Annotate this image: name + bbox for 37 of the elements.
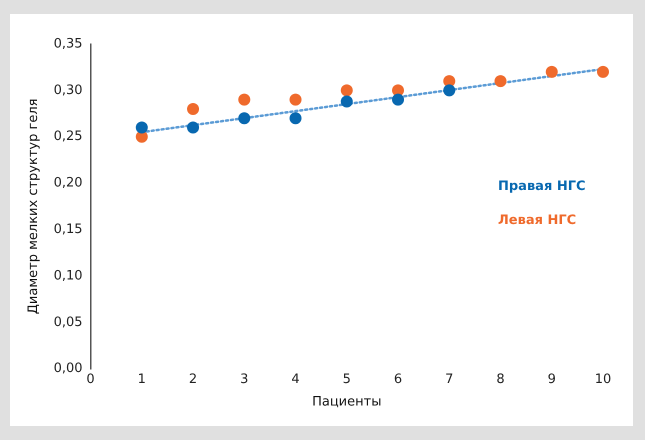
x-axis-title: Пациенты [312, 394, 382, 410]
point [238, 112, 250, 124]
point [136, 122, 148, 134]
point [597, 66, 609, 78]
y-tick-label: 0,10 [54, 268, 83, 284]
x-tick-label: 4 [291, 372, 300, 387]
point [494, 75, 507, 88]
y-tick-label: 0,35 [54, 36, 83, 52]
x-tick-label: 0 [86, 372, 95, 387]
y-tick-label: 0,30 [54, 82, 83, 98]
point [340, 84, 353, 96]
x-tick-label: 3 [240, 372, 248, 387]
x-tick-label: 5 [342, 372, 351, 387]
y-tick-label: 0,20 [54, 176, 83, 191]
point [290, 112, 302, 124]
point [443, 84, 456, 96]
point [290, 94, 302, 106]
y-tick-label: 0,05 [54, 314, 83, 330]
x-tick-label: 2 [188, 372, 198, 387]
y-tick-label: 0,25 [54, 129, 83, 144]
point [187, 102, 200, 115]
x-tick-label: 9 [548, 372, 556, 387]
x-tick-label: 8 [496, 372, 505, 387]
x-tick-label: 6 [394, 372, 402, 387]
point [546, 66, 558, 78]
text: Правая НГС [498, 178, 586, 194]
x-tick-label: 7 [445, 372, 454, 387]
point [340, 96, 353, 108]
point [392, 94, 404, 106]
y-tick-label: 0,00 [54, 361, 83, 376]
y-tick-label: 0,15 [54, 222, 83, 237]
x-tick-label: 10 [594, 372, 612, 387]
point [238, 94, 250, 106]
x-tick-label: 1 [138, 372, 146, 387]
y-axis-title: Диаметр мелких структур геля [26, 98, 42, 314]
text: Левая НГС [498, 212, 576, 228]
point [187, 122, 200, 134]
